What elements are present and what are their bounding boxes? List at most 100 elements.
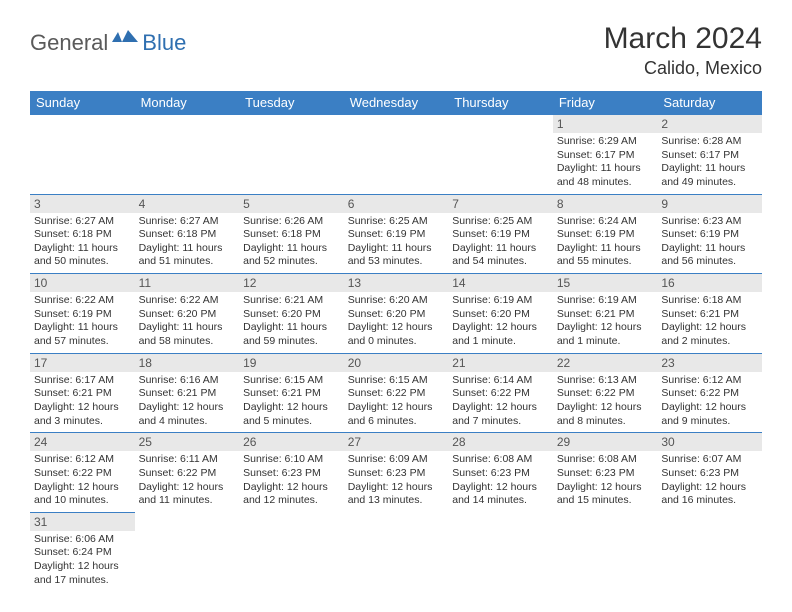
sunset-text: Sunset: 6:23 PM	[452, 467, 549, 481]
day-details: Sunrise: 6:13 AMSunset: 6:22 PMDaylight:…	[553, 372, 658, 433]
day-details: Sunrise: 6:19 AMSunset: 6:20 PMDaylight:…	[448, 292, 553, 353]
weekday-header-row: SundayMondayTuesdayWednesdayThursdayFrid…	[30, 91, 762, 115]
calendar-day-cell	[30, 115, 135, 195]
sunset-text: Sunset: 6:20 PM	[139, 308, 236, 322]
calendar-day-cell: 15Sunrise: 6:19 AMSunset: 6:21 PMDayligh…	[553, 274, 658, 354]
weekday-header: Tuesday	[239, 91, 344, 115]
calendar-day-cell: 5Sunrise: 6:26 AMSunset: 6:18 PMDaylight…	[239, 194, 344, 274]
daylight-text: Daylight: 11 hours and 49 minutes.	[661, 162, 758, 189]
calendar-week-row: 1Sunrise: 6:29 AMSunset: 6:17 PMDaylight…	[30, 115, 762, 195]
day-number: 9	[657, 195, 762, 213]
daylight-text: Daylight: 11 hours and 57 minutes.	[34, 321, 131, 348]
daylight-text: Daylight: 12 hours and 1 minute.	[557, 321, 654, 348]
calendar-day-cell	[657, 512, 762, 591]
day-number: 23	[657, 354, 762, 372]
calendar-day-cell: 29Sunrise: 6:08 AMSunset: 6:23 PMDayligh…	[553, 433, 658, 513]
calendar-day-cell: 21Sunrise: 6:14 AMSunset: 6:22 PMDayligh…	[448, 353, 553, 433]
calendar-day-cell	[344, 115, 449, 195]
day-number: 15	[553, 274, 658, 292]
daylight-text: Daylight: 12 hours and 6 minutes.	[348, 401, 445, 428]
calendar-day-cell	[239, 115, 344, 195]
calendar-day-cell: 4Sunrise: 6:27 AMSunset: 6:18 PMDaylight…	[135, 194, 240, 274]
sunset-text: Sunset: 6:21 PM	[34, 387, 131, 401]
flag-icon	[112, 28, 140, 51]
calendar-day-cell: 13Sunrise: 6:20 AMSunset: 6:20 PMDayligh…	[344, 274, 449, 354]
calendar-week-row: 3Sunrise: 6:27 AMSunset: 6:18 PMDaylight…	[30, 194, 762, 274]
daylight-text: Daylight: 11 hours and 59 minutes.	[243, 321, 340, 348]
calendar-day-cell	[344, 512, 449, 591]
sunset-text: Sunset: 6:21 PM	[661, 308, 758, 322]
daylight-text: Daylight: 12 hours and 12 minutes.	[243, 481, 340, 508]
daylight-text: Daylight: 11 hours and 55 minutes.	[557, 242, 654, 269]
daylight-text: Daylight: 11 hours and 56 minutes.	[661, 242, 758, 269]
daylight-text: Daylight: 12 hours and 9 minutes.	[661, 401, 758, 428]
sunset-text: Sunset: 6:23 PM	[348, 467, 445, 481]
sunrise-text: Sunrise: 6:19 AM	[452, 294, 549, 308]
calendar-day-cell: 19Sunrise: 6:15 AMSunset: 6:21 PMDayligh…	[239, 353, 344, 433]
daylight-text: Daylight: 11 hours and 52 minutes.	[243, 242, 340, 269]
sunrise-text: Sunrise: 6:27 AM	[34, 215, 131, 229]
location: Calido, Mexico	[604, 58, 762, 79]
sunset-text: Sunset: 6:19 PM	[34, 308, 131, 322]
sunrise-text: Sunrise: 6:20 AM	[348, 294, 445, 308]
sunset-text: Sunset: 6:19 PM	[452, 228, 549, 242]
day-details: Sunrise: 6:17 AMSunset: 6:21 PMDaylight:…	[30, 372, 135, 433]
calendar-day-cell: 25Sunrise: 6:11 AMSunset: 6:22 PMDayligh…	[135, 433, 240, 513]
calendar-day-cell: 7Sunrise: 6:25 AMSunset: 6:19 PMDaylight…	[448, 194, 553, 274]
sunset-text: Sunset: 6:18 PM	[139, 228, 236, 242]
daylight-text: Daylight: 12 hours and 8 minutes.	[557, 401, 654, 428]
sunset-text: Sunset: 6:19 PM	[661, 228, 758, 242]
sunset-text: Sunset: 6:17 PM	[557, 149, 654, 163]
day-number: 28	[448, 433, 553, 451]
calendar-day-cell: 30Sunrise: 6:07 AMSunset: 6:23 PMDayligh…	[657, 433, 762, 513]
sunrise-text: Sunrise: 6:28 AM	[661, 135, 758, 149]
sunset-text: Sunset: 6:23 PM	[557, 467, 654, 481]
day-details: Sunrise: 6:27 AMSunset: 6:18 PMDaylight:…	[30, 213, 135, 274]
calendar-day-cell: 18Sunrise: 6:16 AMSunset: 6:21 PMDayligh…	[135, 353, 240, 433]
daylight-text: Daylight: 12 hours and 4 minutes.	[139, 401, 236, 428]
header: General Blue March 2024 Calido, Mexico	[30, 22, 762, 79]
sunrise-text: Sunrise: 6:22 AM	[34, 294, 131, 308]
calendar-day-cell: 10Sunrise: 6:22 AMSunset: 6:19 PMDayligh…	[30, 274, 135, 354]
day-number: 21	[448, 354, 553, 372]
day-details: Sunrise: 6:23 AMSunset: 6:19 PMDaylight:…	[657, 213, 762, 274]
day-number: 5	[239, 195, 344, 213]
day-details: Sunrise: 6:18 AMSunset: 6:21 PMDaylight:…	[657, 292, 762, 353]
sunrise-text: Sunrise: 6:07 AM	[661, 453, 758, 467]
daylight-text: Daylight: 12 hours and 13 minutes.	[348, 481, 445, 508]
day-details: Sunrise: 6:20 AMSunset: 6:20 PMDaylight:…	[344, 292, 449, 353]
day-number: 3	[30, 195, 135, 213]
calendar-table: SundayMondayTuesdayWednesdayThursdayFrid…	[30, 91, 762, 591]
day-number: 18	[135, 354, 240, 372]
daylight-text: Daylight: 12 hours and 15 minutes.	[557, 481, 654, 508]
day-number: 27	[344, 433, 449, 451]
day-number: 7	[448, 195, 553, 213]
day-details: Sunrise: 6:11 AMSunset: 6:22 PMDaylight:…	[135, 451, 240, 512]
sunset-text: Sunset: 6:18 PM	[243, 228, 340, 242]
calendar-day-cell: 14Sunrise: 6:19 AMSunset: 6:20 PMDayligh…	[448, 274, 553, 354]
daylight-text: Daylight: 11 hours and 53 minutes.	[348, 242, 445, 269]
sunset-text: Sunset: 6:22 PM	[34, 467, 131, 481]
sunset-text: Sunset: 6:18 PM	[34, 228, 131, 242]
sunrise-text: Sunrise: 6:23 AM	[661, 215, 758, 229]
daylight-text: Daylight: 12 hours and 14 minutes.	[452, 481, 549, 508]
daylight-text: Daylight: 11 hours and 54 minutes.	[452, 242, 549, 269]
day-number: 22	[553, 354, 658, 372]
daylight-text: Daylight: 12 hours and 5 minutes.	[243, 401, 340, 428]
day-details: Sunrise: 6:27 AMSunset: 6:18 PMDaylight:…	[135, 213, 240, 274]
sunrise-text: Sunrise: 6:29 AM	[557, 135, 654, 149]
sunset-text: Sunset: 6:20 PM	[243, 308, 340, 322]
weekday-header: Wednesday	[344, 91, 449, 115]
calendar-week-row: 31Sunrise: 6:06 AMSunset: 6:24 PMDayligh…	[30, 512, 762, 591]
calendar-week-row: 10Sunrise: 6:22 AMSunset: 6:19 PMDayligh…	[30, 274, 762, 354]
calendar-day-cell	[135, 115, 240, 195]
title-block: March 2024 Calido, Mexico	[604, 22, 762, 79]
sunrise-text: Sunrise: 6:25 AM	[348, 215, 445, 229]
weekday-header: Thursday	[448, 91, 553, 115]
day-details: Sunrise: 6:22 AMSunset: 6:19 PMDaylight:…	[30, 292, 135, 353]
day-number: 31	[30, 513, 135, 531]
weekday-header: Saturday	[657, 91, 762, 115]
daylight-text: Daylight: 12 hours and 3 minutes.	[34, 401, 131, 428]
calendar-day-cell: 22Sunrise: 6:13 AMSunset: 6:22 PMDayligh…	[553, 353, 658, 433]
day-number: 26	[239, 433, 344, 451]
